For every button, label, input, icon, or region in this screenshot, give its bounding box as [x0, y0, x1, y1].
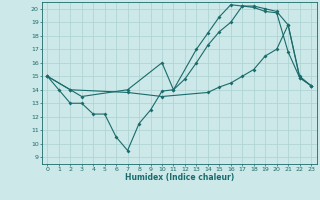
X-axis label: Humidex (Indice chaleur): Humidex (Indice chaleur): [124, 173, 234, 182]
